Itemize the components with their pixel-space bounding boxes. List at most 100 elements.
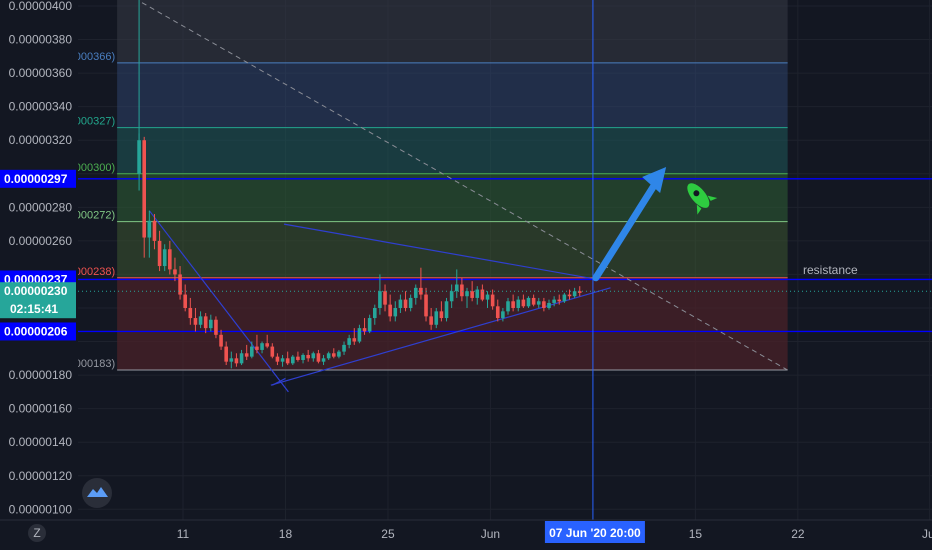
candle-body bbox=[162, 249, 167, 267]
target-arrow bbox=[592, 167, 667, 282]
rocket-window bbox=[693, 190, 700, 197]
fib-zone bbox=[117, 221, 788, 278]
candle-body bbox=[521, 299, 526, 307]
candle-body bbox=[516, 299, 521, 308]
y-tick-label: 0.00000340 bbox=[9, 100, 73, 114]
candle-body bbox=[260, 343, 264, 350]
candle-body bbox=[378, 291, 382, 308]
candle-body bbox=[219, 334, 223, 347]
trend-line bbox=[283, 223, 598, 281]
x-tick-label: 15 bbox=[689, 527, 703, 541]
candle-body bbox=[367, 318, 372, 332]
candle-body bbox=[301, 354, 305, 360]
candle-body bbox=[285, 358, 290, 364]
candle-body bbox=[403, 299, 408, 308]
candle-body bbox=[311, 353, 316, 359]
candle-body bbox=[229, 358, 234, 362]
candle-body bbox=[398, 299, 403, 308]
candle-body bbox=[321, 358, 326, 362]
dashed-trend-line bbox=[141, 2, 788, 371]
y-tick-label: 0.00000360 bbox=[9, 66, 73, 80]
candle-body bbox=[429, 316, 433, 325]
candle-body bbox=[224, 346, 228, 362]
candle-body bbox=[506, 301, 510, 312]
candle-body bbox=[152, 220, 157, 241]
candle-body bbox=[567, 294, 572, 297]
candle-body bbox=[198, 316, 203, 325]
candle-body bbox=[388, 304, 392, 317]
y-tick-label: 0.00000380 bbox=[9, 33, 73, 47]
candle-body bbox=[255, 346, 259, 350]
candle-body bbox=[193, 318, 198, 325]
candle-body bbox=[480, 289, 485, 300]
y-tick-label: 0.00000180 bbox=[9, 368, 73, 382]
price-badge: 0.00000206 bbox=[4, 324, 68, 338]
candle-body bbox=[536, 301, 541, 305]
candle-body bbox=[357, 328, 362, 342]
candle-body bbox=[250, 346, 254, 357]
candle-body bbox=[475, 289, 480, 298]
candle-body bbox=[270, 346, 275, 357]
candle-body bbox=[393, 307, 398, 317]
fib-retracement: 0.00000366)0.00000327)0.00000300)0.00000… bbox=[53, 0, 788, 371]
candle-body bbox=[531, 297, 536, 305]
candle-body bbox=[331, 353, 336, 357]
candle-body bbox=[552, 299, 556, 303]
candle-body bbox=[444, 301, 449, 319]
x-tick-label: Jul bbox=[922, 527, 932, 541]
candle-body bbox=[347, 338, 351, 345]
x-tick-label: 22 bbox=[791, 527, 805, 541]
candle-body bbox=[383, 291, 387, 305]
candle-body bbox=[465, 291, 469, 297]
crosshair-date-bg bbox=[544, 521, 645, 543]
x-axis: 11 18 25 Jun 15 22 Jul bbox=[0, 519, 932, 541]
candle-body bbox=[577, 291, 582, 293]
rocket-fin bbox=[696, 204, 702, 215]
fib-zone-top bbox=[117, 0, 788, 63]
price-badge-bg bbox=[0, 169, 76, 188]
candle-body bbox=[439, 311, 444, 319]
candle-body bbox=[495, 306, 500, 319]
arrow-head bbox=[642, 167, 667, 194]
x-tick-label: 25 bbox=[381, 527, 395, 541]
candle-body bbox=[372, 307, 377, 319]
candle-body bbox=[408, 297, 413, 308]
candle-body bbox=[460, 284, 464, 297]
candle-body bbox=[337, 351, 341, 357]
rocket-fin bbox=[707, 195, 718, 201]
candle-body bbox=[275, 356, 280, 362]
arrow-shaft bbox=[592, 175, 662, 282]
candle-body bbox=[419, 287, 423, 295]
candle-body bbox=[137, 140, 141, 174]
candle-body bbox=[557, 299, 562, 302]
overlay: resistance bbox=[78, 0, 932, 520]
candle-body bbox=[424, 294, 428, 317]
current-price-badge-bg bbox=[0, 282, 76, 319]
tradingview-logo-icon[interactable] bbox=[82, 478, 112, 508]
candle-body bbox=[214, 319, 218, 335]
candle-body bbox=[296, 356, 300, 360]
trend-line bbox=[148, 210, 289, 393]
candle-body bbox=[316, 353, 321, 362]
candle-body bbox=[173, 269, 177, 275]
candle-body bbox=[562, 294, 567, 302]
price-badges: 0.000002970.000002370.000002060.00000230… bbox=[0, 169, 645, 543]
candle-body bbox=[142, 140, 147, 238]
y-tick-label: 0.00000400 bbox=[9, 0, 73, 13]
rocket-icon bbox=[687, 183, 718, 215]
candle-body bbox=[147, 220, 152, 238]
candle-body bbox=[188, 307, 193, 319]
candle-body bbox=[485, 294, 490, 300]
candle-body bbox=[203, 316, 208, 329]
timezone-label: Z bbox=[33, 526, 40, 540]
y-tick-label: 0.00000320 bbox=[9, 133, 73, 147]
resistance-annotation: resistance bbox=[803, 263, 858, 277]
candle-body bbox=[168, 249, 172, 270]
timezone-button[interactable]: Z bbox=[28, 524, 46, 542]
candle-body bbox=[511, 301, 515, 308]
candle-body bbox=[434, 311, 439, 325]
y-tick-label: 0.00000120 bbox=[9, 469, 73, 483]
candle-body bbox=[280, 358, 285, 362]
y-tick-label: 0.00000160 bbox=[9, 402, 73, 416]
